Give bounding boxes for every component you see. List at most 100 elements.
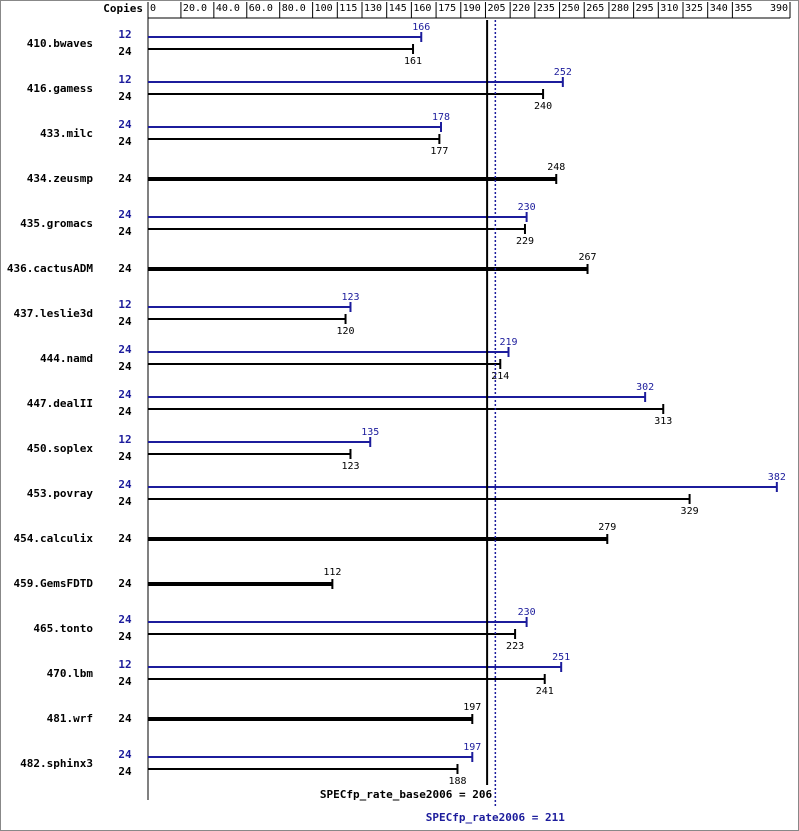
peak-value-label: 382 [768,472,786,483]
base-value-label: 240 [534,101,552,112]
benchmark-name: 454.calculix [14,532,94,545]
base-value-label: 214 [491,371,509,382]
peak-value-label: 230 [518,607,536,618]
x-tick-label: 325 [685,3,703,14]
peak-value-label: 123 [341,292,359,303]
peak-copies: 24 [118,343,132,356]
base-value-label: 123 [341,461,359,472]
reference-label: SPECfp_rate_base2006 = 206 [320,788,493,801]
x-tick-label: 340 [710,3,728,14]
peak-copies: 24 [118,613,132,626]
peak-value-label: 197 [463,742,481,753]
benchmark-name: 447.dealII [27,397,93,410]
peak-copies: 24 [118,208,132,221]
peak-copies: 12 [118,28,131,41]
peak-copies: 12 [118,433,131,446]
benchmark-name: 434.zeusmp [27,172,94,185]
base-value-label: 279 [598,522,616,533]
benchmark-name: 433.milc [40,127,93,140]
base-copies: 24 [118,532,132,545]
base-value-label: 248 [547,162,565,173]
peak-copies: 24 [118,118,132,131]
x-tick-label: 265 [586,3,604,14]
x-tick-label: 20.0 [183,3,207,14]
x-tick-label: 100 [315,3,333,14]
base-value-label: 177 [430,146,448,157]
peak-copies: 12 [118,658,131,671]
benchmark-name: 453.povray [27,487,94,500]
x-tick-label: 235 [537,3,555,14]
benchmark-name: 436.cactusADM [7,262,93,275]
base-copies: 24 [118,630,132,643]
x-tick-label: 310 [660,3,678,14]
x-tick-label: 80.0 [282,3,306,14]
peak-copies: 24 [118,478,132,491]
reference-label: SPECfp_rate2006 = 211 [426,811,565,824]
base-copies: 24 [118,577,132,590]
x-tick-label: 190 [463,3,481,14]
base-copies: 24 [118,765,132,778]
benchmark-name: 482.sphinx3 [20,757,93,770]
benchmark-name: 465.tonto [33,622,93,635]
base-copies: 24 [118,135,132,148]
base-value-label: 313 [654,416,672,427]
base-copies: 24 [118,675,132,688]
base-value-label: 197 [463,702,481,713]
x-tick-label: 115 [339,3,357,14]
base-value-label: 329 [681,506,699,517]
x-tick-label: 280 [611,3,629,14]
benchmark-name: 416.gamess [27,82,93,95]
benchmark-name: 470.lbm [47,667,94,680]
base-copies: 24 [118,315,132,328]
base-value-label: 223 [506,641,524,652]
peak-value-label: 166 [412,22,430,33]
base-value-label: 112 [323,567,341,578]
base-copies: 24 [118,405,132,418]
base-copies: 24 [118,45,132,58]
x-tick-label: 205 [487,3,505,14]
benchmark-name: 459.GemsFDTD [14,577,94,590]
base-value-label: 241 [536,686,554,697]
x-tick-label: 160 [413,3,431,14]
x-tick-label: 0 [150,3,156,14]
base-value-label: 229 [516,236,534,247]
peak-copies: 24 [118,748,132,761]
x-tick-label: 220 [512,3,530,14]
x-tick-label: 60.0 [249,3,273,14]
peak-value-label: 302 [636,382,654,393]
x-tick-label: 250 [562,3,580,14]
peak-value-label: 219 [499,337,517,348]
peak-value-label: 251 [552,652,570,663]
benchmark-name: 481.wrf [47,712,93,725]
x-tick-label: 40.0 [216,3,240,14]
base-copies: 24 [118,495,132,508]
x-tick-label: 355 [734,3,752,14]
peak-value-label: 178 [432,112,450,123]
x-tick-label: 175 [438,3,456,14]
base-copies: 24 [118,712,132,725]
base-copies: 24 [118,262,132,275]
benchmark-name: 410.bwaves [27,37,93,50]
peak-copies: 12 [118,73,131,86]
benchmark-name: 435.gromacs [20,217,93,230]
x-tick-label: 390 [770,3,788,14]
peak-value-label: 230 [518,202,536,213]
x-tick-label: 130 [364,3,382,14]
base-copies: 24 [118,225,132,238]
benchmark-name: 444.namd [40,352,93,365]
benchmark-name: 437.leslie3d [14,307,93,320]
base-copies: 24 [118,450,132,463]
base-copies: 24 [118,360,132,373]
benchmark-name: 450.soplex [27,442,94,455]
x-tick-label: 295 [636,3,654,14]
peak-value-label: 252 [554,67,572,78]
base-value-label: 267 [578,252,596,263]
peak-value-label: 135 [361,427,379,438]
peak-copies: 24 [118,388,132,401]
base-copies: 24 [118,90,132,103]
copies-header: Copies [103,2,143,15]
base-value-label: 188 [448,776,466,787]
base-value-label: 120 [337,326,355,337]
base-copies: 24 [118,172,132,185]
